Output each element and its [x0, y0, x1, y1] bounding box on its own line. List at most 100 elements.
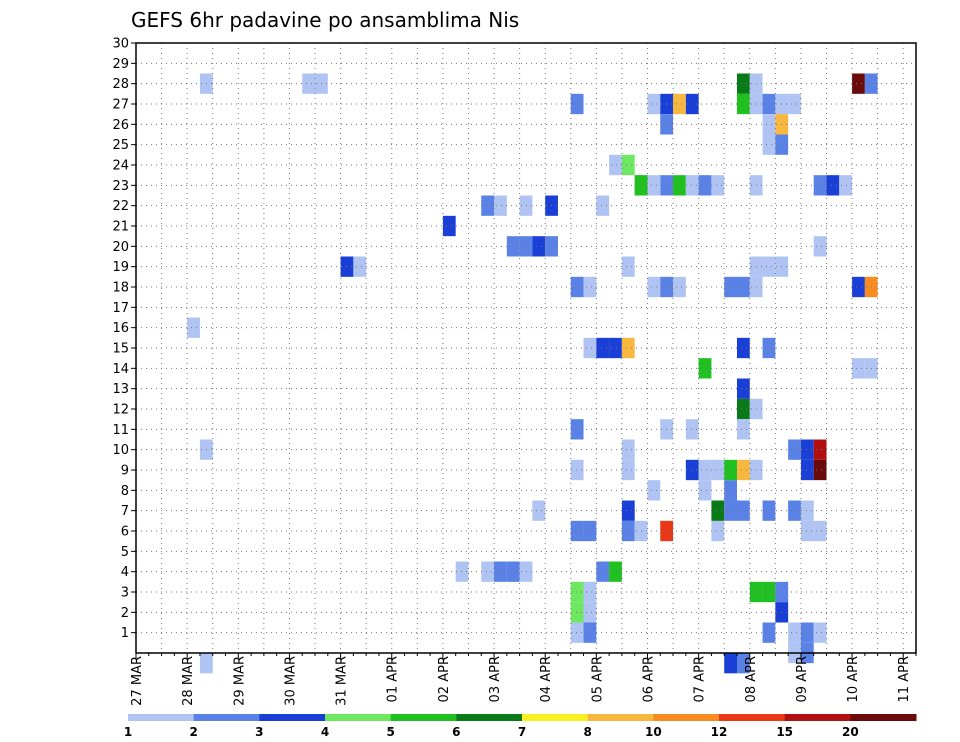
y-tick-label: 27: [112, 98, 129, 113]
x-tick-label: 30 MAR: [283, 656, 298, 706]
y-tick-label: 18: [112, 281, 129, 296]
heatmap-cell: [570, 520, 584, 542]
heatmap-cell: [685, 419, 699, 440]
heatmap-cell: [621, 439, 635, 460]
colorbar-swatch: [456, 714, 523, 721]
heatmap-cell: [736, 276, 750, 298]
heatmap-cell: [621, 337, 635, 359]
heatmap-cell: [199, 653, 213, 674]
colorbar-label: 4: [321, 725, 329, 739]
heatmap-cell: [813, 622, 827, 643]
heatmap-cell: [724, 653, 737, 674]
x-tick-label: 31 MAR: [335, 656, 350, 706]
y-tick-label: 13: [112, 382, 129, 397]
heatmap-cell: [621, 520, 635, 542]
heatmap-cell: [813, 520, 827, 542]
heatmap-cell: [736, 419, 750, 440]
heatmap-cell: [800, 500, 814, 521]
x-tick-label: 11 APR: [897, 656, 912, 702]
heatmap-cell: [187, 317, 200, 338]
heatmap-cell: [647, 93, 661, 115]
x-tick-label: 07 APR: [693, 656, 708, 702]
colorbar-label: 2: [189, 725, 197, 739]
heatmap-cell: [583, 602, 597, 623]
y-tick-label: 12: [112, 403, 129, 418]
heatmap-cell: [506, 561, 520, 582]
colorbar-label: 10: [645, 725, 662, 739]
heatmap-cell: [698, 459, 712, 481]
heatmap-cell: [570, 581, 584, 603]
heatmap-cell: [494, 195, 507, 216]
cells-layer: [187, 73, 878, 674]
heatmap-cell: [852, 358, 865, 379]
heatmap-cell: [788, 500, 801, 521]
heatmap-cell: [570, 602, 584, 623]
y-tick-label: 1: [121, 626, 129, 641]
heatmap-cell: [583, 622, 597, 643]
heatmap-cell: [852, 73, 865, 94]
colorbar-label: 3: [255, 725, 263, 739]
heatmap-cell: [596, 561, 610, 582]
heatmap-cell: [711, 459, 725, 481]
heatmap-cell: [711, 175, 725, 196]
y-tick-label: 25: [112, 138, 129, 153]
heatmap-cell: [736, 459, 750, 481]
heatmap-cell: [788, 622, 801, 643]
heatmap-cell: [609, 337, 622, 359]
heatmap-cell: [621, 154, 635, 176]
y-tick-label: 26: [112, 118, 129, 133]
x-tick-label: 04 APR: [539, 656, 554, 702]
heatmap-cell: [583, 520, 597, 542]
heatmap-cell: [762, 581, 776, 603]
colorbar-label: 8: [583, 725, 591, 739]
heatmap-cell: [800, 520, 814, 542]
heatmap-cell: [813, 236, 827, 257]
y-tick-label: 22: [112, 199, 129, 214]
y-tick-label: 7: [121, 504, 129, 519]
x-tick-label: 09 APR: [795, 656, 810, 702]
heatmap-cell: [442, 215, 456, 237]
heatmap-cell: [762, 500, 776, 521]
y-tick-label: 21: [112, 220, 129, 235]
colorbar-swatch: [522, 714, 589, 721]
heatmap-cell: [698, 480, 712, 501]
heatmap-cell: [698, 358, 712, 379]
y-tick-label: 30: [112, 37, 129, 52]
x-tick-label: 29 MAR: [232, 656, 247, 706]
x-tick-label: 10 APR: [846, 656, 861, 702]
heatmap-cell: [762, 622, 776, 643]
heatmap-cell: [762, 256, 776, 277]
y-tick-label: 3: [121, 586, 129, 601]
heatmap-cell: [826, 175, 840, 196]
heatmap-cell: [813, 459, 827, 481]
y-tick-label: 28: [112, 77, 129, 92]
colorbar-swatch: [193, 714, 260, 721]
x-tick-label: 02 APR: [437, 656, 452, 702]
x-tick-label: 03 APR: [488, 656, 503, 702]
heatmap-cell: [621, 459, 635, 481]
heatmap-cell: [609, 561, 622, 582]
chart-title: GEFS 6hr padavine po ansamblima Nis: [131, 8, 519, 32]
heatmap-cell: [736, 653, 750, 674]
colorbar-label: 20: [842, 725, 859, 739]
heatmap-cell: [685, 459, 699, 481]
y-tick-label: 15: [112, 342, 129, 357]
heatmap-cell: [673, 175, 686, 196]
heatmap-cell: [506, 236, 520, 257]
heatmap-cell: [481, 561, 495, 582]
y-tick-label: 14: [112, 362, 129, 377]
colorbar-label: 15: [776, 725, 793, 739]
heatmap-cell: [762, 337, 776, 359]
heatmap-cell: [800, 439, 814, 460]
heatmap-cell: [570, 622, 584, 643]
colorbar-swatch: [587, 714, 654, 721]
heatmap-cell: [583, 581, 597, 603]
y-tick-label: 23: [112, 179, 129, 194]
heatmap-cell: [481, 195, 495, 216]
colorbar-label: 6: [452, 725, 460, 739]
y-tick-label: 6: [121, 525, 129, 540]
colorbar-swatch: [325, 714, 392, 721]
x-axis: 27 MAR 28 MAR 29 MAR 30 MAR 31 MAR 01 APR 02 A…: [130, 653, 917, 706]
colorbar-swatch: [259, 714, 326, 721]
